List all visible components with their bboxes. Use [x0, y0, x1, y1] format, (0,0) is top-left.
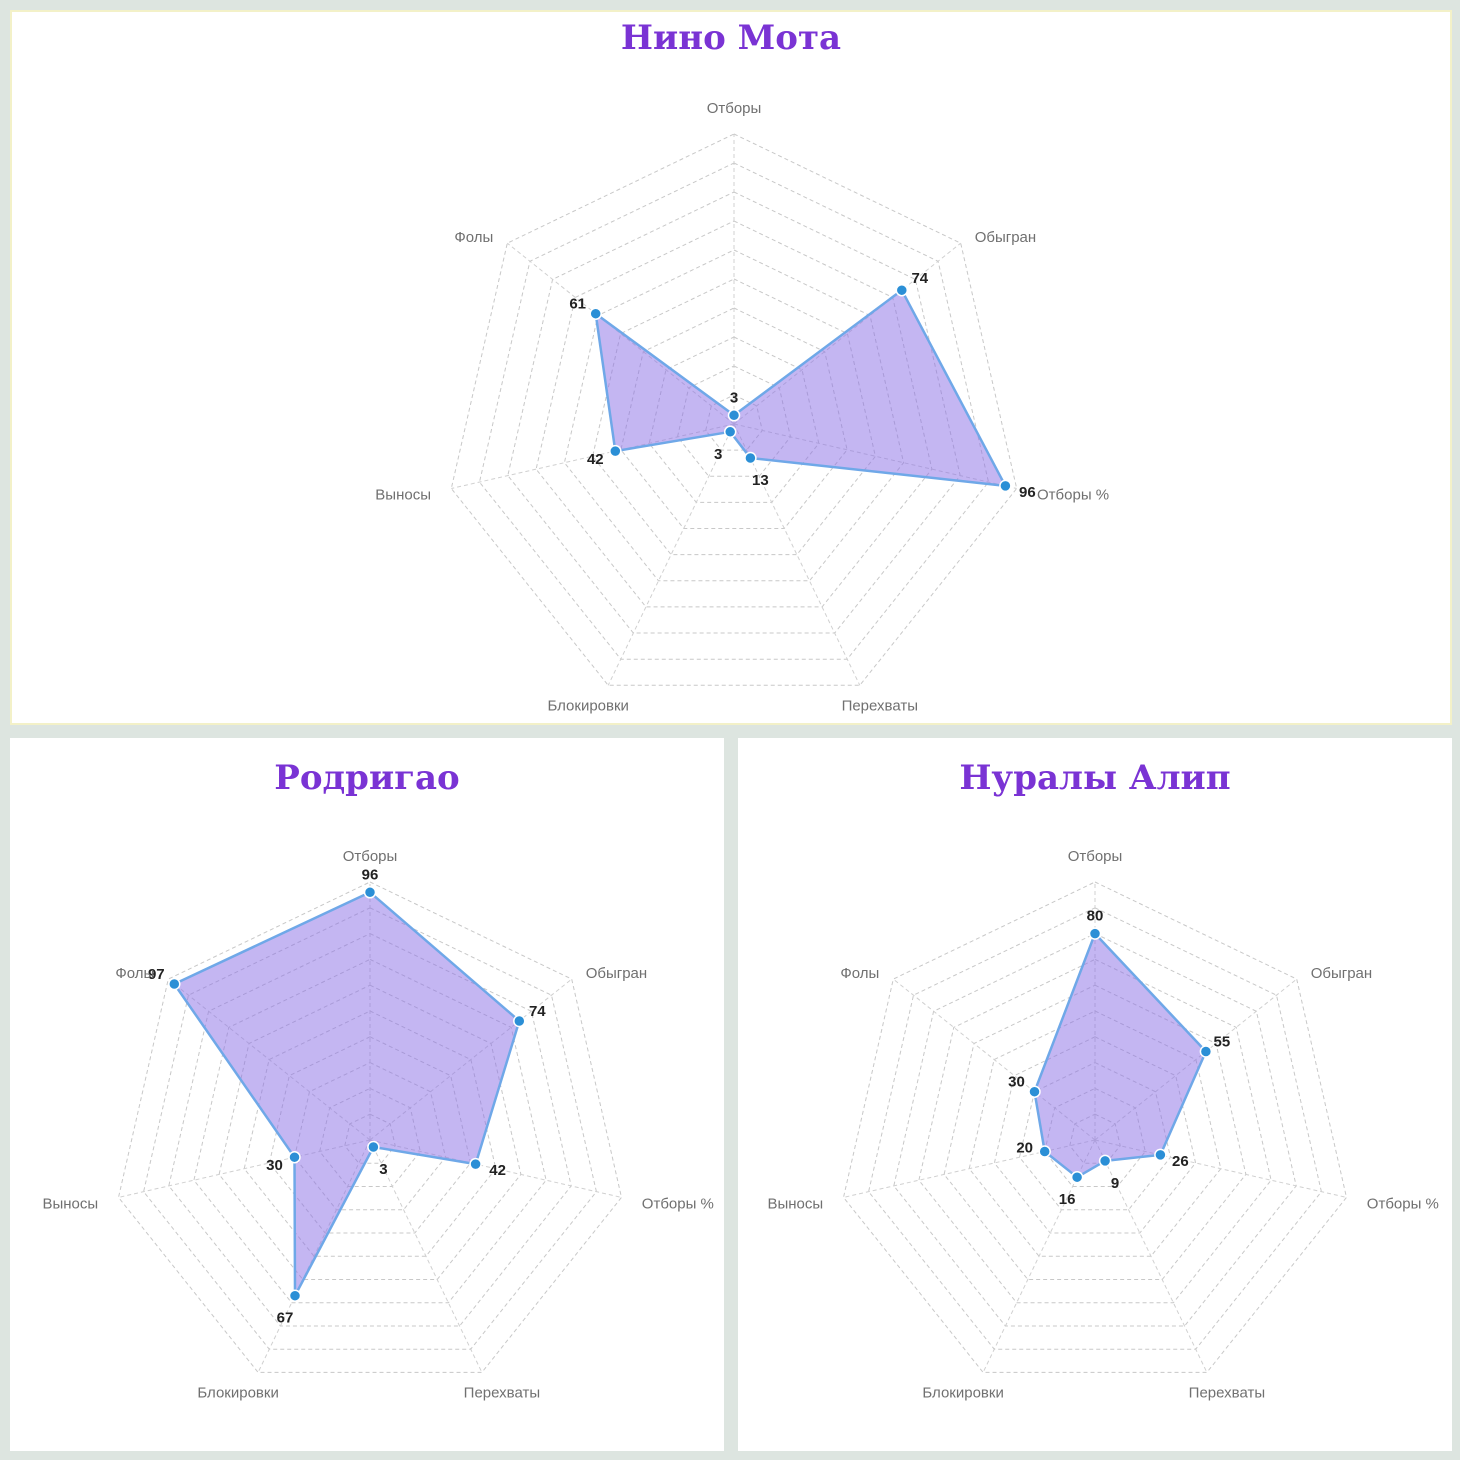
data-point	[895, 283, 909, 297]
grid-ring	[478, 162, 990, 660]
data-label: 9	[1111, 1175, 1119, 1192]
data-label: 3	[730, 389, 738, 406]
data-label: 61	[569, 296, 586, 313]
data-point	[999, 479, 1012, 493]
axis-label: Обыгран	[586, 965, 647, 982]
grid-spoke	[607, 423, 735, 686]
grid-ring	[842, 881, 1348, 1373]
series-area	[594, 288, 1007, 488]
data-label: 3	[379, 1161, 387, 1178]
chart-title: Родригао	[274, 758, 460, 798]
data-label: 13	[752, 472, 769, 489]
grid-spoke	[1094, 1139, 1208, 1373]
data-point	[288, 1289, 302, 1302]
axis-label: Блокировки	[922, 1384, 1003, 1401]
radar-chart: 80 55 26 9 16 20 30 Отборы Обыгран Отборы % Перехв…	[767, 848, 1439, 1401]
data-point	[744, 451, 757, 465]
data-label: 30	[266, 1157, 283, 1174]
axis-label: Фолы	[840, 965, 879, 982]
grid-ring	[918, 958, 1272, 1304]
grid-ring	[117, 881, 623, 1373]
grid-spoke	[506, 242, 735, 425]
axis-label: Отборы	[343, 848, 398, 865]
grid-spoke	[369, 1139, 483, 1373]
axis-label: Блокировки	[547, 697, 628, 714]
data-label: 74	[529, 1003, 546, 1020]
axis-label: Фолы	[454, 229, 493, 246]
chart-panel-rodrigao: Родригао 96 74 42 3 67 30 97 Отборы Обыгран Отбор…	[10, 738, 724, 1451]
axis-label: Обыгран	[975, 229, 1036, 246]
series-area	[1033, 932, 1208, 1179]
grid-ring	[168, 933, 572, 1327]
data-point	[288, 1150, 301, 1164]
axis-label: Перехваты	[464, 1384, 540, 1401]
data-label: 42	[587, 451, 604, 468]
grid-ring	[193, 958, 547, 1304]
grid-ring	[968, 1010, 1222, 1257]
data-label: 30	[1008, 1074, 1025, 1091]
axis-label: Перехваты	[1189, 1384, 1265, 1401]
grid-ring	[620, 307, 848, 529]
grid-ring	[943, 984, 1247, 1280]
data-point	[1098, 1154, 1112, 1168]
grid-spoke	[451, 423, 735, 489]
data-label: 80	[1087, 908, 1104, 925]
axis-label: Выносы	[375, 487, 431, 504]
chart-panel-nuraly-alip: Нуралы Алип 80 55 26 9 16 20 30 Отборы Обыгран От…	[738, 738, 1452, 1451]
data-point	[363, 886, 377, 899]
data-point	[727, 409, 741, 422]
grid-spoke	[733, 242, 962, 425]
grid-ring	[507, 191, 961, 634]
data-label: 20	[1016, 1140, 1033, 1157]
data-point	[1028, 1085, 1041, 1098]
axis-label: Отборы	[1068, 848, 1123, 865]
axis-label: Отборы %	[1037, 487, 1109, 504]
data-point	[168, 977, 181, 991]
data-label: 42	[489, 1162, 506, 1179]
grid-spoke	[733, 423, 861, 686]
data-point	[589, 307, 602, 320]
data-point	[1088, 927, 1102, 940]
axis-label: Отборы %	[642, 1195, 714, 1212]
data-label: 67	[277, 1310, 294, 1327]
data-point	[1070, 1170, 1084, 1184]
data-label: 97	[148, 966, 165, 983]
axis-label: Отборы	[707, 100, 762, 117]
data-label: 26	[1172, 1153, 1189, 1170]
data-point	[1154, 1148, 1167, 1162]
data-point	[513, 1014, 526, 1028]
data-point	[1199, 1045, 1213, 1058]
axis-label: Выносы	[42, 1195, 98, 1212]
data-point	[609, 444, 622, 458]
data-label: 55	[1214, 1034, 1231, 1051]
data-label: 96	[362, 866, 379, 883]
chart-title: Нуралы Алип	[959, 758, 1231, 798]
series-area	[173, 891, 521, 1297]
axis-label: Обыгран	[1311, 965, 1372, 982]
data-point	[367, 1140, 380, 1154]
axis-label: Блокировки	[197, 1384, 278, 1401]
data-label: 3	[714, 446, 722, 463]
axis-label: Фолы	[115, 965, 154, 982]
grid-ring	[893, 933, 1297, 1327]
data-point	[469, 1157, 482, 1171]
radar-chart: 3 74 96 13 3 42 61 Отборы Обыгран Отборы % Перехва…	[375, 100, 1109, 714]
data-label: 96	[1019, 484, 1036, 501]
grid-ring	[344, 1113, 396, 1164]
axis-label: Перехваты	[842, 697, 918, 714]
data-label: 16	[1059, 1191, 1076, 1208]
axis-label: Выносы	[767, 1195, 823, 1212]
radar-chart: 96 74 42 3 67 30 97 Отборы Обыгран Отборы % Перехв…	[42, 848, 714, 1401]
data-label: 74	[911, 270, 928, 287]
chart-title: Нино Мота	[620, 18, 842, 58]
data-point	[723, 425, 737, 439]
data-point	[1038, 1145, 1051, 1158]
axis-label: Отборы %	[1367, 1195, 1439, 1212]
chart-panel-nino-mota: Нино Мота 3 74 96 13 3 42 61 Отборы Обыгран Отбор…	[10, 10, 1452, 725]
